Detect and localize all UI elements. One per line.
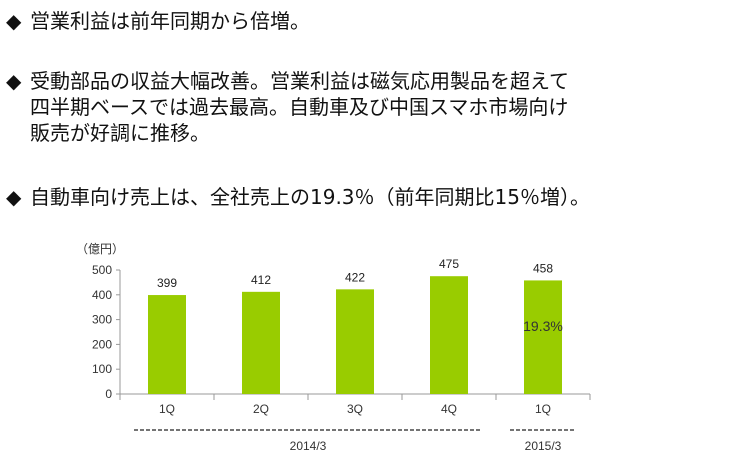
bar [148, 295, 186, 394]
bullet-passive-components: ◆ 受動部品の収益大幅改善。営業利益は磁気応用製品を超えて 四半期ベースでは過去最… [6, 68, 569, 146]
diamond-bullet-icon: ◆ [6, 69, 22, 93]
data-label: 399 [157, 276, 177, 290]
y-tick-label: 300 [92, 313, 112, 327]
x-tick-label: 3Q [347, 402, 363, 416]
bar-annotation: 19.3% [523, 318, 563, 334]
year-group-label: 2015/3 [525, 439, 562, 453]
y-tick-label: 200 [92, 337, 112, 351]
x-tick-label: 2Q [253, 402, 269, 416]
bullet-text: 自動車向け売上は、全社売上の19.3％（前年同期比15％増）。 [30, 185, 590, 209]
bar [242, 291, 280, 394]
diamond-bullet-icon: ◆ [6, 9, 22, 33]
data-label: 458 [533, 261, 553, 275]
bullet-text: 販売が好調に推移。 [30, 121, 210, 145]
bar [336, 289, 374, 394]
x-axis: 1Q 2Q 3Q 4Q 1Q [119, 393, 591, 416]
bullet-text: 受動部品の収益大幅改善。営業利益は磁気応用製品を超えて [30, 69, 569, 93]
year-groups: 2014/3 2015/3 [134, 429, 576, 453]
y-tick-label: 0 [105, 387, 112, 401]
data-label: 412 [251, 273, 271, 287]
year-group-label: 2014/3 [290, 439, 327, 453]
y-tick-label: 400 [92, 288, 112, 302]
bullet-text: 四半期ベースでは過去最高。自動車及び中国スマホ市場向け [30, 95, 569, 119]
x-tick-label: 4Q [441, 402, 457, 416]
data-label: 422 [345, 270, 365, 284]
x-tick-label: 1Q [159, 402, 175, 416]
diamond-bullet-icon: ◆ [6, 185, 22, 209]
bullet-operating-profit: ◆ 営業利益は前年同期から倍増。 [6, 8, 310, 34]
x-tick-label: 1Q [535, 402, 551, 416]
y-unit-label: （億円） [76, 242, 124, 256]
y-axis: 0 100 200 300 400 500 [92, 263, 121, 401]
bullet-text: 営業利益は前年同期から倍増。 [30, 9, 310, 33]
bars: 399 412 422 475 458 19.3% [148, 257, 563, 394]
bar [430, 276, 468, 394]
bullet-automotive-sales: ◆ 自動車向け売上は、全社売上の19.3％（前年同期比15％増）。 [6, 184, 590, 210]
y-tick-label: 500 [92, 263, 112, 277]
y-tick-label: 100 [92, 362, 112, 376]
bar [524, 280, 562, 394]
data-label: 475 [439, 257, 459, 271]
